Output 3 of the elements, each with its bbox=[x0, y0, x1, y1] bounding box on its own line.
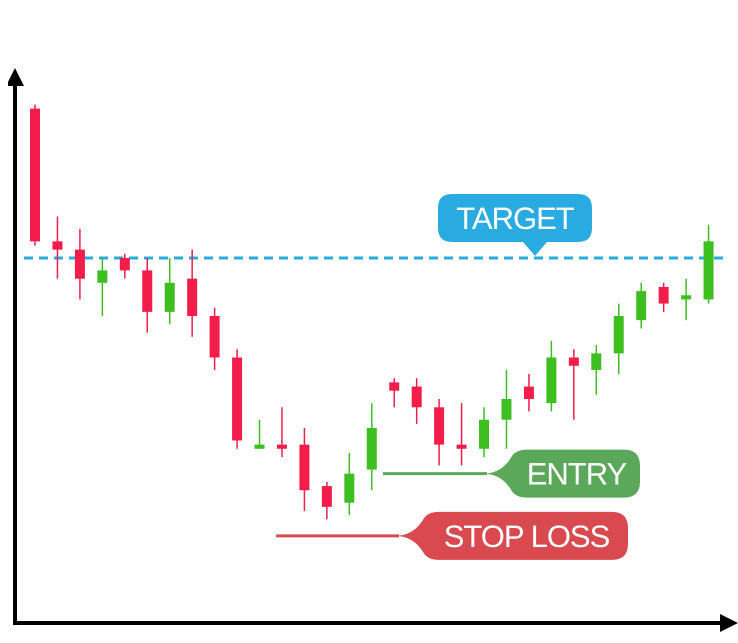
ref-line-label: TARGET bbox=[456, 200, 575, 236]
ref-line-label: ENTRY bbox=[526, 456, 627, 492]
ref-line-label: STOP LOSS bbox=[444, 518, 610, 554]
